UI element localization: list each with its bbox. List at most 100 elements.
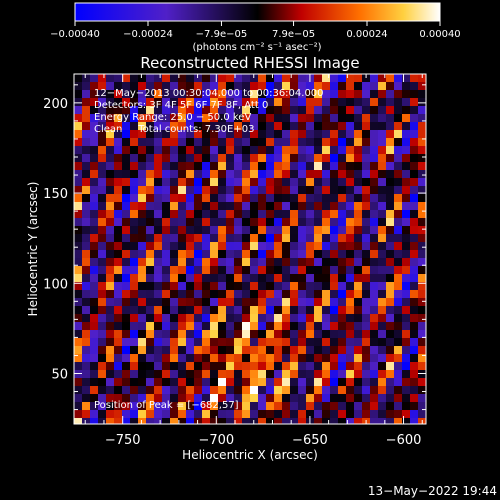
heatmap-cell — [146, 106, 154, 114]
heatmap-cell — [410, 410, 418, 418]
heatmap-cell — [194, 154, 202, 162]
heatmap-cell — [290, 370, 298, 378]
heatmap-cell — [322, 394, 330, 402]
heatmap-cell — [146, 234, 154, 242]
heatmap-cell — [306, 122, 314, 130]
heatmap-cell — [146, 338, 154, 346]
heatmap-cell — [234, 154, 242, 162]
heatmap-cell — [106, 330, 114, 338]
heatmap-cell — [410, 154, 418, 162]
heatmap-cell — [322, 274, 330, 282]
heatmap-cell — [410, 306, 418, 314]
heatmap-cell — [258, 402, 266, 410]
heatmap-cell — [210, 410, 218, 418]
heatmap-cell — [338, 82, 346, 90]
heatmap-cell — [106, 146, 114, 154]
heatmap-cell — [186, 402, 194, 410]
heatmap-cell — [226, 410, 234, 418]
heatmap-cell — [410, 82, 418, 90]
heatmap-cell — [250, 146, 258, 154]
heatmap-cell — [106, 394, 114, 402]
heatmap-cell — [82, 202, 90, 210]
heatmap-cell — [178, 378, 186, 386]
heatmap-cell — [146, 274, 154, 282]
heatmap-cell — [290, 258, 298, 266]
heatmap-cell — [122, 178, 130, 186]
heatmap-cell — [378, 170, 386, 178]
heatmap-cell — [90, 162, 98, 170]
heatmap-cell — [346, 402, 354, 410]
heatmap-cell — [106, 258, 114, 266]
heatmap-cell — [178, 330, 186, 338]
heatmap-cell — [234, 250, 242, 258]
heatmap-cell — [138, 306, 146, 314]
heatmap-cell — [82, 122, 90, 130]
heatmap-cell — [282, 242, 290, 250]
heatmap-cell — [258, 338, 266, 346]
heatmap-cell — [386, 114, 394, 122]
heatmap-cell — [386, 378, 394, 386]
heatmap-cell — [194, 386, 202, 394]
heatmap-cell — [122, 402, 130, 410]
heatmap-cell — [394, 90, 402, 98]
heatmap-cell — [362, 130, 370, 138]
heatmap-cell — [98, 210, 106, 218]
heatmap-cell — [154, 322, 162, 330]
heatmap-cell — [146, 242, 154, 250]
heatmap-cell — [82, 314, 90, 322]
heatmap-cell — [218, 362, 226, 370]
heatmap-cell — [266, 362, 274, 370]
heatmap-cell — [74, 386, 82, 394]
heatmap-cell — [402, 338, 410, 346]
heatmap-cell — [410, 394, 418, 402]
heatmap-cell — [98, 338, 106, 346]
heatmap-cell — [194, 170, 202, 178]
heatmap-cell — [394, 410, 402, 418]
heatmap-cell — [90, 226, 98, 234]
heatmap-cell — [210, 362, 218, 370]
heatmap-cell — [170, 410, 178, 418]
heatmap-cell — [410, 378, 418, 386]
heatmap-cell — [90, 170, 98, 178]
heatmap-cell — [202, 234, 210, 242]
heatmap-cell — [74, 234, 82, 242]
heatmap-cell — [202, 130, 210, 138]
heatmap-cell — [154, 290, 162, 298]
heatmap-cell — [378, 154, 386, 162]
heatmap-cell — [162, 386, 170, 394]
heatmap-cell — [362, 266, 370, 274]
heatmap-cell — [330, 226, 338, 234]
heatmap-cell — [370, 74, 378, 82]
heatmap-cell — [98, 202, 106, 210]
heatmap-cell — [186, 178, 194, 186]
heatmap-cell — [74, 346, 82, 354]
heatmap-cell — [290, 410, 298, 418]
heatmap-cell — [282, 90, 290, 98]
heatmap-cell — [74, 162, 82, 170]
heatmap-cell — [154, 330, 162, 338]
heatmap-cell — [418, 386, 426, 394]
heatmap-cell — [82, 330, 90, 338]
heatmap-cell — [90, 338, 98, 346]
heatmap-cell — [82, 210, 90, 218]
heatmap-cell — [306, 394, 314, 402]
heatmap-cell — [258, 146, 266, 154]
heatmap-cell — [314, 130, 322, 138]
heatmap-cell — [210, 130, 218, 138]
heatmap-cell — [402, 354, 410, 362]
heatmap-cell — [90, 202, 98, 210]
heatmap-cell — [114, 290, 122, 298]
heatmap-cell — [194, 250, 202, 258]
heatmap-cell — [186, 98, 194, 106]
heatmap-cell — [354, 354, 362, 362]
heatmap-cell — [162, 402, 170, 410]
heatmap-cell — [290, 138, 298, 146]
heatmap-cell — [298, 98, 306, 106]
heatmap-cell — [370, 170, 378, 178]
heatmap-cell — [410, 282, 418, 290]
heatmap-cell — [234, 202, 242, 210]
heatmap-cell — [74, 226, 82, 234]
heatmap-cell — [234, 178, 242, 186]
heatmap-cell — [418, 250, 426, 258]
heatmap-cell — [194, 234, 202, 242]
